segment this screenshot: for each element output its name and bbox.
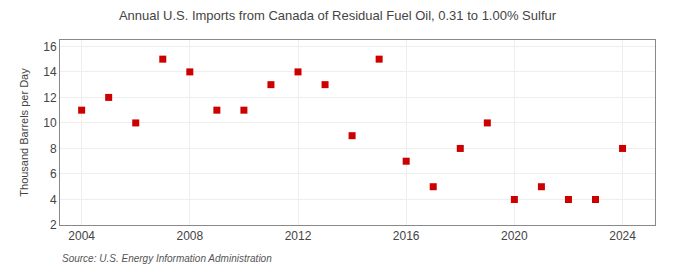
svg-text:10: 10 (43, 116, 57, 130)
svg-text:2016: 2016 (393, 229, 420, 243)
svg-text:8: 8 (50, 142, 57, 156)
svg-text:2: 2 (50, 218, 57, 232)
svg-text:2004: 2004 (68, 229, 95, 243)
svg-text:2008: 2008 (176, 229, 203, 243)
svg-text:14: 14 (43, 65, 57, 79)
svg-text:Source: U.S. Energy Informatio: Source: U.S. Energy Information Administ… (62, 253, 272, 264)
svg-text:2012: 2012 (285, 229, 312, 243)
svg-text:2020: 2020 (501, 229, 528, 243)
svg-text:Thousand Barrels per Day: Thousand Barrels per Day (18, 68, 30, 197)
svg-text:2024: 2024 (609, 229, 636, 243)
svg-text:12: 12 (43, 91, 57, 105)
svg-text:4: 4 (50, 193, 57, 207)
svg-text:Annual U.S. Imports from Canad: Annual U.S. Imports from Canada of Resid… (119, 8, 557, 23)
svg-text:6: 6 (50, 167, 57, 181)
svg-text:16: 16 (43, 40, 57, 54)
